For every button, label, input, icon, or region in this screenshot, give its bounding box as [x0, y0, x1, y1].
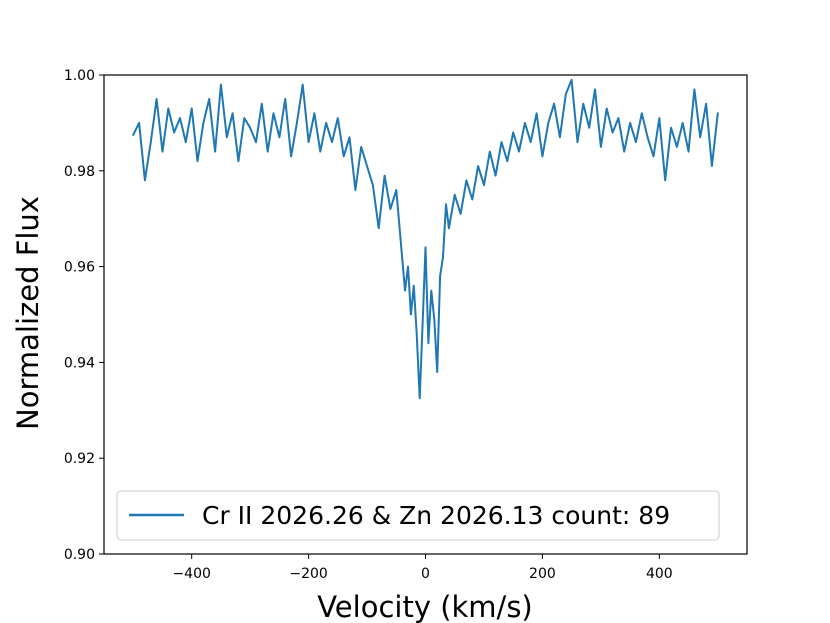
y-axis-ticks: 0.90 0.92 0.94 0.96 0.98 1.00 — [64, 68, 104, 563]
y-tick-label: 0.90 — [64, 547, 95, 563]
x-axis-ticks: −400 −200 0 200 400 — [172, 554, 673, 582]
plot-layer — [132, 78, 719, 400]
y-tick-label: 0.92 — [64, 451, 95, 467]
y-axis-title: Normalized Flux — [11, 196, 45, 430]
series-line-0 — [132, 78, 719, 400]
x-tick-label: 400 — [646, 566, 673, 582]
y-tick-label: 0.96 — [64, 260, 95, 276]
x-tick-label: 200 — [529, 566, 556, 582]
x-tick-label: −200 — [289, 566, 327, 582]
x-tick-label: −400 — [172, 566, 210, 582]
x-axis-title: Velocity (km/s) — [317, 590, 533, 623]
y-tick-label: 0.94 — [64, 355, 95, 371]
x-tick-label: 0 — [421, 566, 430, 582]
legend: Cr II 2026.26 & Zn 2026.13 count: 89 — [116, 490, 720, 541]
legend-box — [116, 490, 720, 541]
y-tick-label: 0.98 — [64, 164, 95, 180]
y-tick-label: 1.00 — [64, 68, 95, 84]
legend-label: Cr II 2026.26 & Zn 2026.13 count: 89 — [202, 501, 670, 530]
